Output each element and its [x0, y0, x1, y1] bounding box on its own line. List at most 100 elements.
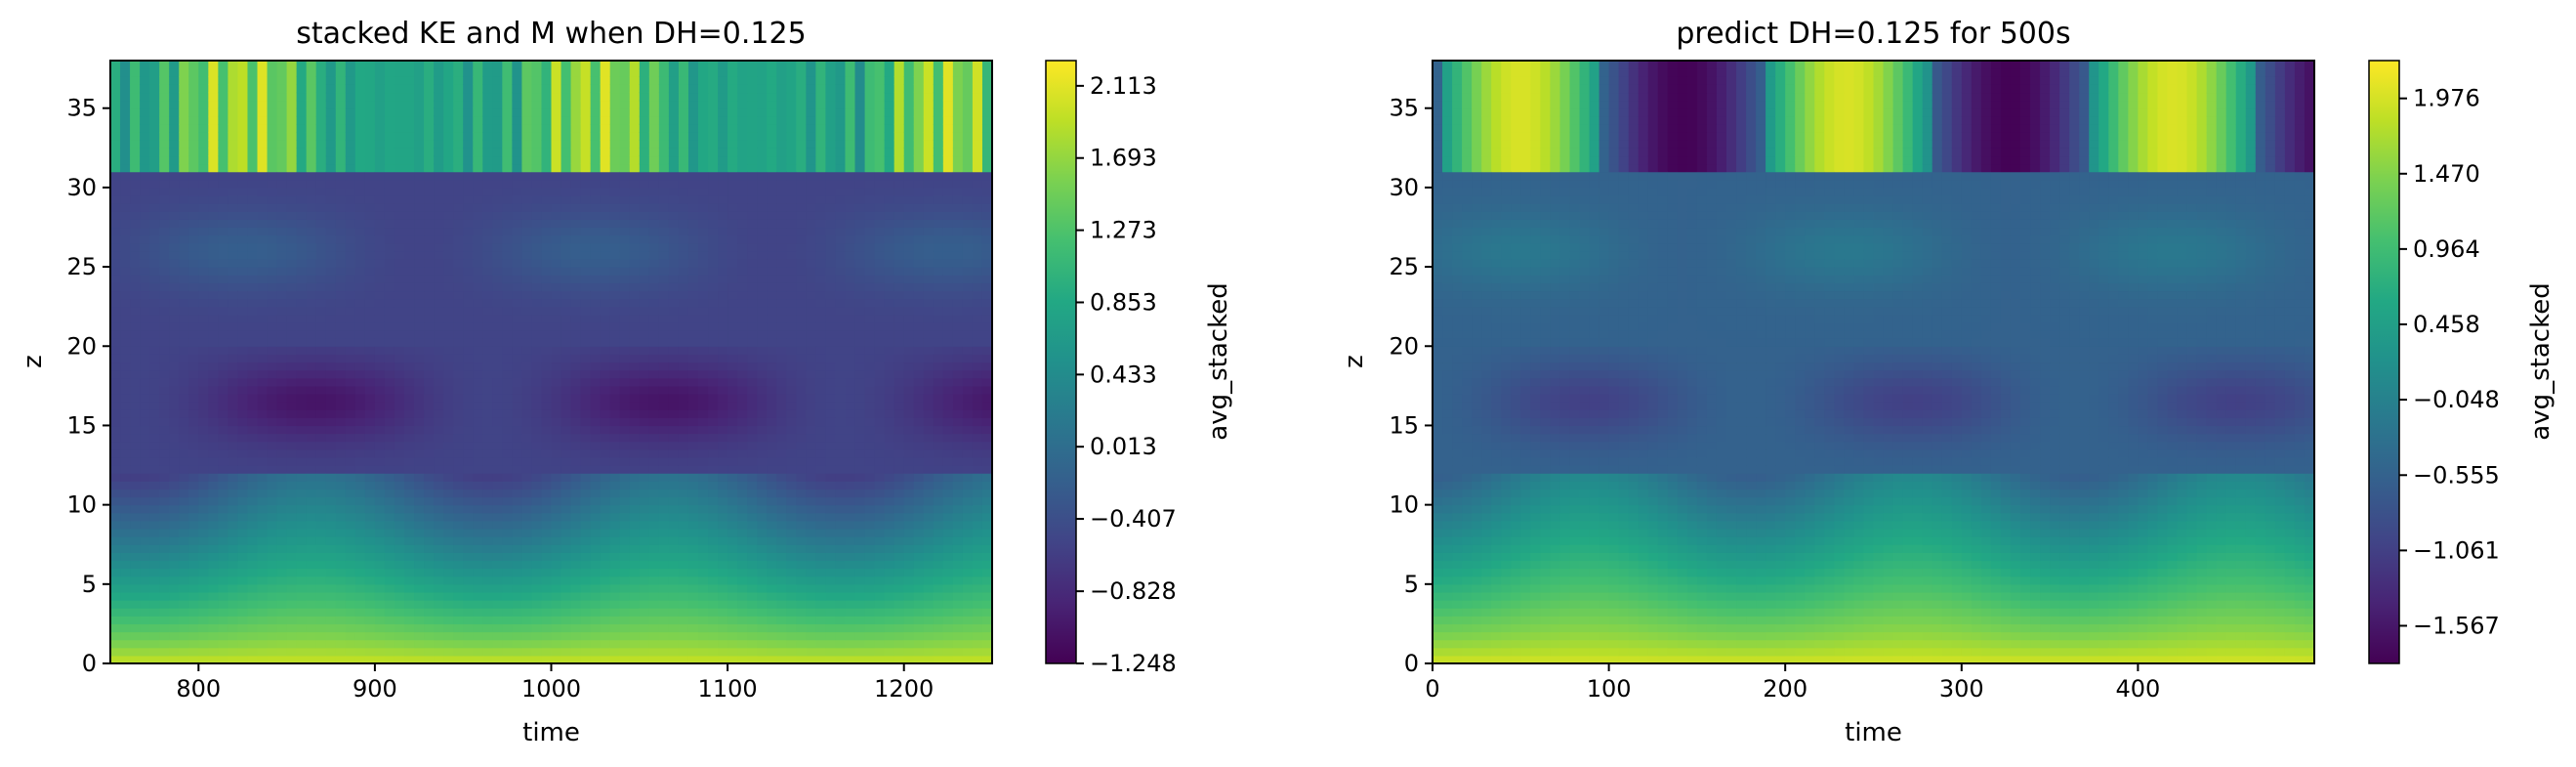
heatmap-cell — [747, 591, 758, 601]
heatmap-cell — [120, 282, 131, 292]
heatmap-cell — [149, 258, 160, 268]
heatmap-cell — [708, 346, 719, 355]
heatmap-cell — [570, 100, 582, 109]
heatmap-cell — [296, 583, 308, 593]
heatmap-cell — [727, 560, 738, 570]
heatmap-cell — [179, 282, 189, 292]
heatmap-cell — [570, 148, 582, 157]
heatmap-cell — [502, 314, 513, 323]
heatmap-cell — [218, 639, 229, 649]
heatmap-cell — [198, 600, 209, 609]
heatmap-cell — [218, 68, 229, 77]
heatmap-cell — [345, 140, 356, 149]
heatmap-cell — [521, 600, 533, 609]
heatmap-cell — [130, 282, 141, 292]
heatmap-cell — [570, 385, 582, 395]
heatmap-cell — [130, 377, 141, 387]
heatmap-cell — [315, 441, 327, 450]
heatmap-cell — [521, 61, 533, 69]
heatmap-cell — [737, 330, 748, 339]
heatmap-cell — [492, 84, 503, 94]
heatmap-cell — [247, 528, 259, 537]
heatmap-cell — [698, 544, 709, 553]
heatmap-cell — [159, 631, 170, 641]
heatmap-cell — [541, 346, 553, 355]
heatmap-cell — [580, 250, 592, 260]
heatmap-cell — [198, 163, 209, 173]
heatmap-cell — [482, 496, 493, 506]
heatmap-cell — [267, 140, 278, 149]
heatmap-cell — [394, 321, 405, 331]
heatmap-cell — [648, 377, 660, 387]
heatmap-cell — [179, 441, 189, 450]
heatmap-cell — [404, 123, 415, 133]
heatmap-cell — [335, 346, 347, 355]
heatmap-cell — [434, 496, 444, 506]
heatmap-cell — [384, 616, 395, 625]
heatmap-cell — [521, 631, 533, 641]
heatmap-cell — [384, 362, 395, 371]
heatmap-cell — [276, 504, 288, 514]
heatmap-cell — [590, 616, 602, 625]
heatmap-cell — [286, 504, 298, 514]
heatmap-cell — [541, 314, 553, 323]
heatmap-cell — [541, 298, 553, 308]
heatmap-cell — [463, 417, 474, 427]
heatmap-cell — [247, 417, 259, 427]
heatmap-cell — [482, 203, 493, 212]
heatmap-cell — [443, 520, 454, 530]
heatmap-cell — [188, 76, 199, 85]
heatmap-cell — [639, 504, 650, 514]
heatmap-cell — [188, 639, 199, 649]
heatmap-cell — [159, 616, 170, 625]
heatmap-cell — [570, 132, 582, 141]
heatmap-cell — [453, 393, 464, 403]
heatmap-cell — [629, 377, 641, 387]
heatmap-cell — [404, 195, 415, 204]
heatmap-cell — [110, 385, 121, 395]
heatmap-cell — [130, 560, 141, 570]
heatmap-cell — [570, 92, 582, 102]
heatmap-cell — [247, 473, 259, 482]
heatmap-cell — [718, 68, 728, 77]
heatmap-cell — [130, 155, 141, 165]
heatmap-cell — [463, 219, 474, 229]
heatmap-cell — [629, 100, 641, 109]
heatmap-cell — [120, 448, 131, 458]
heatmap-cell — [609, 321, 621, 331]
heatmap-cell — [130, 290, 141, 300]
heatmap-cell — [315, 600, 327, 609]
heatmap-cell — [296, 591, 308, 601]
heatmap-cell — [149, 409, 160, 418]
heatmap-cell — [179, 148, 189, 157]
heatmap-cell — [678, 608, 689, 617]
heatmap-cell — [727, 163, 738, 173]
heatmap-cell — [502, 639, 513, 649]
heatmap-cell — [374, 123, 386, 133]
heatmap-cell — [198, 92, 209, 102]
heatmap-cell — [276, 465, 288, 474]
heatmap-cell — [708, 560, 719, 570]
heatmap-cell — [237, 242, 249, 252]
heatmap-cell — [609, 92, 621, 102]
heatmap-cell — [727, 575, 738, 585]
heatmap-cell — [687, 203, 699, 212]
heatmap-cell — [747, 298, 758, 308]
heatmap-cell — [110, 496, 121, 506]
heatmap-cell — [600, 544, 611, 553]
heatmap-cell — [208, 115, 219, 125]
heatmap-cell — [276, 608, 288, 617]
heatmap-cell — [619, 536, 631, 545]
heatmap-cell — [286, 417, 298, 427]
heatmap-cell — [159, 84, 170, 94]
heatmap-cell — [668, 362, 680, 371]
heatmap-cell — [609, 211, 621, 220]
heatmap-cell — [551, 600, 562, 609]
heatmap-cell — [482, 330, 493, 339]
heatmap-cell — [580, 84, 592, 94]
heatmap-cell — [570, 211, 582, 220]
heatmap-cell — [354, 409, 366, 418]
heatmap-cell — [296, 496, 308, 506]
heatmap-cell — [502, 441, 513, 450]
heatmap-cell — [110, 354, 121, 363]
